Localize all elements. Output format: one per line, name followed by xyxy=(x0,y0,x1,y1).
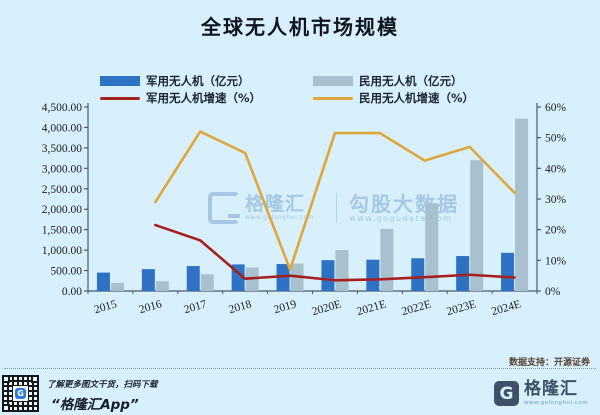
y-left-tick-label: 4,000.00 xyxy=(42,122,83,134)
y-right-tick-label: 50% xyxy=(545,133,567,145)
y-axis-right: 0% 10% 20% 30% 40% 50% 60% xyxy=(537,102,567,298)
x-tick-label: 2016 xyxy=(138,298,164,316)
bar-civil-2023E xyxy=(470,160,484,291)
gelonghui-logo: G 格隆汇 www.gelonghui.com xyxy=(494,381,588,406)
page-title: 全球无人机市场规模 xyxy=(201,15,399,39)
bar-military-2024E xyxy=(501,252,515,291)
civil-bars xyxy=(110,118,529,291)
qr-finder-icon xyxy=(2,375,10,383)
app-promo-line2: “格隆汇App” xyxy=(51,397,139,413)
legend-label: 军用无人机增速（%） xyxy=(146,91,262,105)
military-growth-line xyxy=(154,223,516,282)
bar-military-2023E xyxy=(456,256,470,291)
app-promo: 了解更多图文干货，扫码下载 “格隆汇App” xyxy=(47,378,158,413)
y-left-tick-label: 1,500.00 xyxy=(42,225,83,237)
x-tick-label: 2018 xyxy=(228,298,254,316)
app-promo-line1: 了解更多图文干货，扫码下载 xyxy=(47,380,158,390)
gelonghui-g-icon: G xyxy=(494,381,520,406)
bar-civil-2020E xyxy=(335,250,349,291)
watermark-url: www.gogudata.com xyxy=(349,213,453,223)
civil-line-swatch xyxy=(313,96,353,100)
watermark-brand: 格隆汇 xyxy=(245,193,306,215)
x-tick-label: 2022E xyxy=(400,298,432,318)
bar-civil-2024E xyxy=(515,118,529,291)
y-left-tick-label: 0.00 xyxy=(62,286,82,298)
legend-label: 民用无人机增速（%） xyxy=(359,91,475,105)
y-right-tick-label: 0% xyxy=(545,286,561,298)
qr-center-logo: G xyxy=(13,386,28,401)
military-bars xyxy=(96,252,515,291)
axes xyxy=(87,103,538,292)
legend-label: 民用无人机（亿元） xyxy=(359,74,463,88)
watermark-brand-url: www.gelonghui.com xyxy=(245,214,315,221)
civil-bar-swatch xyxy=(313,76,353,86)
bar-military-2015 xyxy=(96,272,110,291)
qr-finder-icon xyxy=(2,404,10,412)
footer-divider xyxy=(4,368,596,369)
data-source-label: 数据支持：开源证券 xyxy=(508,358,590,368)
y-left-tick-label: 1,000.00 xyxy=(42,245,83,257)
legend: 军用无人机（亿元） 民用无人机（亿元） 军用无人机增速（%） 民用无人机增速（%… xyxy=(0,73,600,107)
y-right-tick-label: 20% xyxy=(545,225,567,237)
y-left-tick-label: 3,000.00 xyxy=(42,163,83,175)
legend-item-civil-growth: 民用无人机增速（%） xyxy=(313,90,474,106)
x-tick-label: 2021E xyxy=(356,298,388,318)
military-bar-swatch xyxy=(100,76,140,86)
y-left-tick-label: 4,500.00 xyxy=(42,102,83,114)
qr-finder-icon xyxy=(31,375,39,383)
y-right-tick-label: 10% xyxy=(545,255,567,267)
y-right-tick-label: 60% xyxy=(545,102,567,114)
y-axis-left: 0.00 500.00 1,000.00 1,500.00 2,000.00 2,500.… xyxy=(42,102,88,298)
legend-item-military-bar: 军用无人机（亿元） xyxy=(100,73,250,89)
x-tick-label: 2017 xyxy=(183,298,209,316)
x-tick-label: 2020E xyxy=(311,298,343,318)
bar-military-2020E xyxy=(321,260,335,291)
military-line-swatch xyxy=(100,96,140,100)
bar-military-2019 xyxy=(276,264,290,291)
x-tick-label: 2024E xyxy=(490,298,522,318)
x-tick-label: 2019 xyxy=(272,298,298,316)
gelonghui-app-icon: G xyxy=(15,388,26,399)
bar-civil-2017 xyxy=(200,274,214,291)
bar-military-2022E xyxy=(411,258,425,291)
bar-civil-2015 xyxy=(110,282,124,291)
y-left-tick-label: 2,500.00 xyxy=(42,184,83,196)
gelonghui-logo-url: www.gelonghui.com xyxy=(524,400,588,406)
y-left-tick-label: 3,500.00 xyxy=(42,143,83,155)
x-tick-label: 2023E xyxy=(445,298,477,318)
qr-code[interactable]: G xyxy=(2,375,39,412)
bar-civil-2016 xyxy=(155,281,169,291)
bar-military-2016 xyxy=(141,269,155,291)
watermark-divider xyxy=(336,193,338,223)
y-left-tick-label: 2,000.00 xyxy=(42,204,83,216)
x-tick-label: 2015 xyxy=(93,298,119,316)
bar-military-2017 xyxy=(186,266,200,291)
gelonghui-g-icon xyxy=(208,192,240,224)
x-axis: 2015 2016 2017 2018 2019 2020E 2021E 2022E 2023E… xyxy=(87,291,538,318)
legend-label: 军用无人机（亿元） xyxy=(146,74,250,88)
y-right-tick-label: 30% xyxy=(545,194,567,206)
legend-item-military-growth: 军用无人机增速（%） xyxy=(100,90,261,106)
bar-military-2021E xyxy=(366,259,380,291)
legend-item-civil-bar: 民用无人机（亿元） xyxy=(313,73,463,89)
y-right-tick-label: 40% xyxy=(545,163,567,175)
civil-growth-line xyxy=(154,130,516,271)
bar-civil-2021E xyxy=(380,228,394,291)
y-left-tick-label: 500.00 xyxy=(50,266,82,278)
bar-civil-2022E xyxy=(425,203,439,291)
gelonghui-logo-text: 格隆汇 xyxy=(524,379,579,399)
